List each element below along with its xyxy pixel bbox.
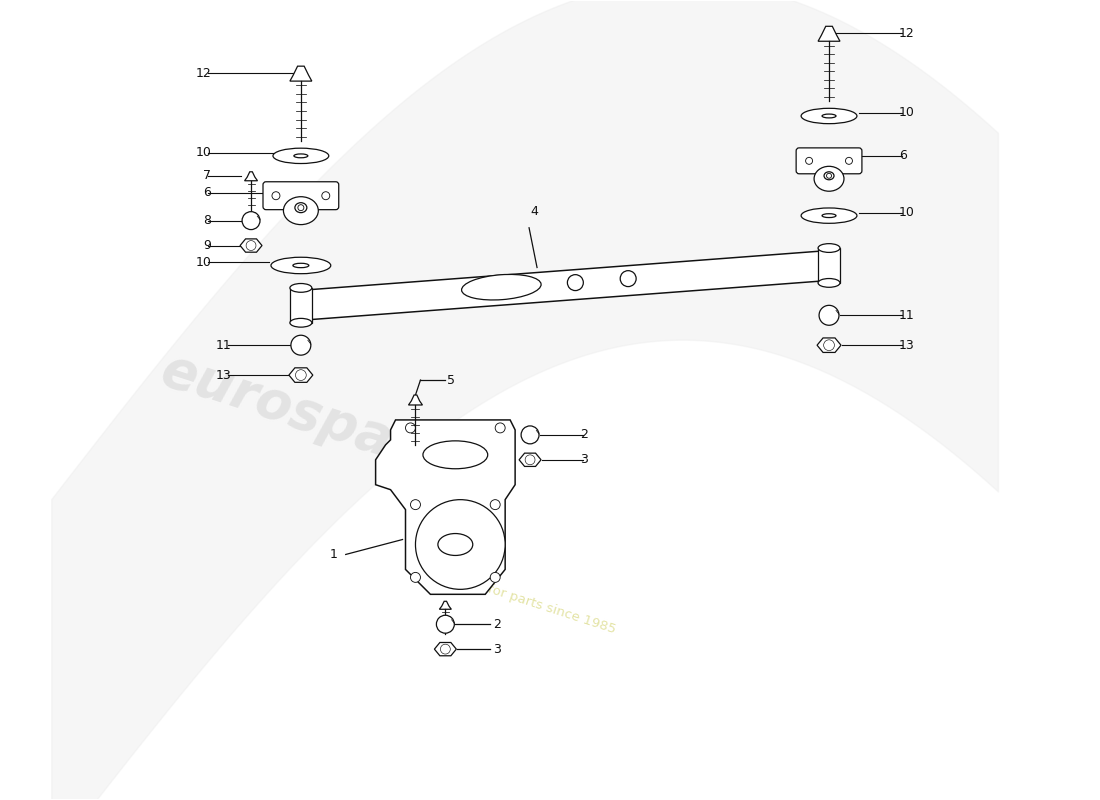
FancyBboxPatch shape (263, 182, 339, 210)
Circle shape (805, 158, 813, 164)
Circle shape (296, 370, 306, 381)
Circle shape (846, 158, 852, 164)
Ellipse shape (294, 154, 308, 158)
Circle shape (410, 572, 420, 582)
Text: 12: 12 (196, 66, 211, 80)
Text: 3: 3 (493, 642, 502, 656)
Text: 2: 2 (493, 618, 502, 630)
Circle shape (322, 192, 330, 200)
Circle shape (491, 572, 501, 582)
FancyBboxPatch shape (796, 148, 862, 174)
Ellipse shape (822, 214, 836, 218)
Polygon shape (818, 26, 840, 42)
Bar (290, 288, 311, 322)
Circle shape (246, 241, 256, 250)
Ellipse shape (814, 166, 844, 191)
Polygon shape (289, 368, 312, 382)
Polygon shape (244, 172, 257, 181)
Circle shape (568, 274, 583, 290)
Polygon shape (299, 250, 830, 320)
Ellipse shape (273, 148, 329, 163)
Ellipse shape (293, 263, 309, 268)
Ellipse shape (284, 197, 318, 225)
Text: 10: 10 (196, 256, 211, 269)
Polygon shape (240, 239, 262, 252)
Ellipse shape (271, 258, 331, 274)
Bar (818, 248, 840, 283)
Circle shape (491, 500, 501, 510)
Circle shape (826, 174, 832, 178)
Ellipse shape (422, 441, 487, 469)
Circle shape (521, 426, 539, 444)
Text: 6: 6 (899, 150, 906, 162)
Ellipse shape (295, 202, 307, 213)
Text: 1: 1 (330, 548, 338, 561)
Text: 10: 10 (196, 146, 211, 159)
Circle shape (272, 192, 279, 200)
Circle shape (410, 500, 420, 510)
Circle shape (416, 500, 505, 590)
Ellipse shape (822, 114, 836, 118)
Polygon shape (817, 338, 842, 353)
Text: 10: 10 (899, 206, 915, 219)
Polygon shape (439, 602, 451, 610)
Text: 13: 13 (216, 369, 231, 382)
Ellipse shape (801, 208, 857, 223)
Text: 13: 13 (899, 338, 914, 352)
Circle shape (525, 455, 535, 465)
Text: eurospares: eurospares (154, 344, 487, 496)
Circle shape (406, 423, 416, 433)
Circle shape (242, 212, 260, 230)
Text: 2: 2 (580, 428, 587, 442)
Text: 3: 3 (580, 454, 587, 466)
Ellipse shape (290, 283, 311, 292)
Text: 11: 11 (899, 309, 914, 322)
Circle shape (437, 615, 454, 633)
Text: 7: 7 (204, 170, 211, 182)
Polygon shape (375, 420, 515, 594)
Circle shape (440, 644, 450, 654)
Ellipse shape (818, 278, 840, 287)
Text: 10: 10 (899, 106, 915, 119)
Ellipse shape (801, 108, 857, 124)
Polygon shape (408, 395, 422, 405)
Circle shape (824, 340, 835, 350)
Text: 11: 11 (216, 338, 231, 352)
Polygon shape (290, 66, 311, 81)
Text: 12: 12 (899, 26, 914, 40)
Polygon shape (434, 642, 456, 656)
Ellipse shape (462, 274, 541, 300)
Ellipse shape (438, 534, 473, 555)
Circle shape (290, 335, 311, 355)
Text: a passion for parts since 1985: a passion for parts since 1985 (422, 562, 618, 637)
Text: 4: 4 (530, 205, 538, 218)
Circle shape (820, 306, 839, 326)
Ellipse shape (290, 318, 311, 327)
Text: 9: 9 (204, 239, 211, 252)
Circle shape (495, 423, 505, 433)
Text: 8: 8 (204, 214, 211, 227)
Polygon shape (519, 453, 541, 466)
Circle shape (298, 205, 304, 210)
Text: 6: 6 (204, 186, 211, 199)
Ellipse shape (818, 244, 840, 253)
Ellipse shape (824, 172, 834, 180)
Text: 5: 5 (448, 374, 455, 386)
Circle shape (620, 270, 636, 286)
